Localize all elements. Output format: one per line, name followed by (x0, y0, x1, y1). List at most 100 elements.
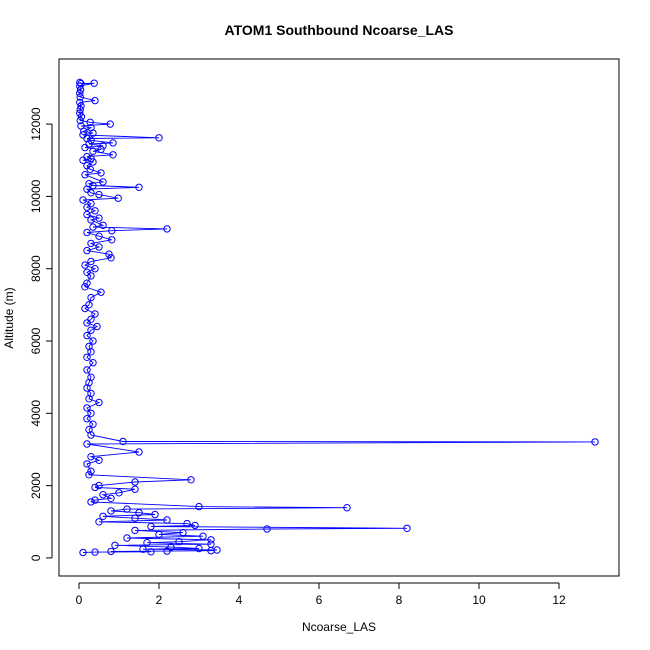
data-point (83, 279, 91, 287)
data-point (123, 534, 131, 542)
x-tick-label: 4 (236, 593, 243, 607)
data-point (81, 171, 89, 179)
data-point (86, 118, 94, 127)
data-point (87, 239, 95, 248)
data-point (90, 79, 98, 87)
data-point (108, 227, 116, 235)
data-point (80, 127, 88, 136)
data-point (95, 214, 103, 222)
data-point (155, 134, 163, 142)
data-point (109, 151, 117, 159)
data-point (187, 476, 195, 484)
data-point (85, 395, 93, 403)
data-point (135, 183, 143, 192)
data-point (105, 250, 113, 258)
x-tick-label: 10 (472, 593, 486, 607)
y-tick-label: 4000 (29, 400, 43, 427)
data-point (119, 437, 127, 446)
data-point (106, 120, 114, 128)
data-point (83, 460, 91, 468)
data-point (135, 509, 143, 517)
data-point (343, 504, 351, 512)
data-point (107, 507, 115, 515)
data-point (76, 93, 84, 101)
data-point (76, 89, 84, 98)
data-point (89, 337, 97, 345)
data-point (131, 478, 139, 486)
data-point (195, 544, 203, 553)
y-tick-label: 6000 (29, 327, 43, 354)
data-point (95, 232, 103, 240)
data-point (79, 156, 87, 164)
plot-frame (58, 58, 620, 577)
y-tick-label: 8000 (29, 255, 43, 282)
data-point (89, 181, 97, 190)
data-point (175, 538, 183, 546)
data-point (76, 78, 84, 87)
data-point (147, 522, 155, 531)
data-point (199, 532, 207, 540)
chart-title: ATOM1 Southbound Ncoarse_LAS (225, 22, 454, 38)
data-point (81, 261, 89, 269)
data-point (87, 257, 95, 266)
data-point (95, 481, 103, 490)
data-point (163, 225, 171, 233)
data-point (89, 223, 97, 231)
data-point (83, 210, 91, 219)
data-point (167, 543, 175, 551)
data-point (76, 105, 84, 114)
data-point (83, 440, 91, 448)
data-point (131, 485, 139, 493)
x-tick-label: 6 (316, 593, 323, 607)
data-point (163, 516, 171, 524)
data-point (76, 86, 85, 94)
data-point (83, 415, 91, 423)
data-point (195, 502, 203, 511)
series-points (76, 78, 599, 557)
data-point (207, 536, 215, 544)
data-point (83, 366, 91, 374)
data-point (89, 420, 97, 428)
data-point (76, 109, 84, 117)
data-point (131, 514, 139, 522)
y-tick-label: 2000 (29, 472, 43, 499)
data-point (99, 178, 107, 186)
data-point (87, 467, 95, 475)
data-point (91, 207, 99, 215)
data-point (83, 203, 91, 211)
data-point (83, 331, 91, 340)
x-axis-label: Ncoarse_LAS (302, 620, 376, 634)
data-point (87, 189, 95, 197)
data-point (87, 216, 95, 224)
data-point (155, 530, 163, 539)
data-point (97, 145, 105, 154)
data-point (89, 129, 97, 137)
data-point (107, 494, 115, 502)
data-point (87, 431, 95, 439)
data-point (76, 98, 84, 107)
data-point (79, 548, 87, 557)
data-point (95, 398, 103, 407)
data-point (91, 548, 99, 556)
data-point (83, 319, 91, 327)
data-point (83, 228, 91, 237)
series-lines (79, 82, 596, 553)
data-point (95, 456, 103, 464)
data-point (591, 438, 599, 446)
data-point (99, 512, 107, 520)
x-tick-label: 12 (552, 593, 566, 607)
x-tick-label: 0 (76, 593, 83, 607)
data-point (403, 524, 411, 532)
data-point (139, 545, 147, 553)
data-point (87, 326, 95, 334)
data-point (163, 547, 171, 555)
data-point (183, 519, 191, 528)
data-point (123, 505, 131, 513)
y-tick-label: 12000 (29, 107, 43, 141)
data-point (207, 547, 215, 555)
data-point (81, 304, 89, 313)
data-point (131, 526, 139, 535)
data-point (95, 243, 103, 251)
